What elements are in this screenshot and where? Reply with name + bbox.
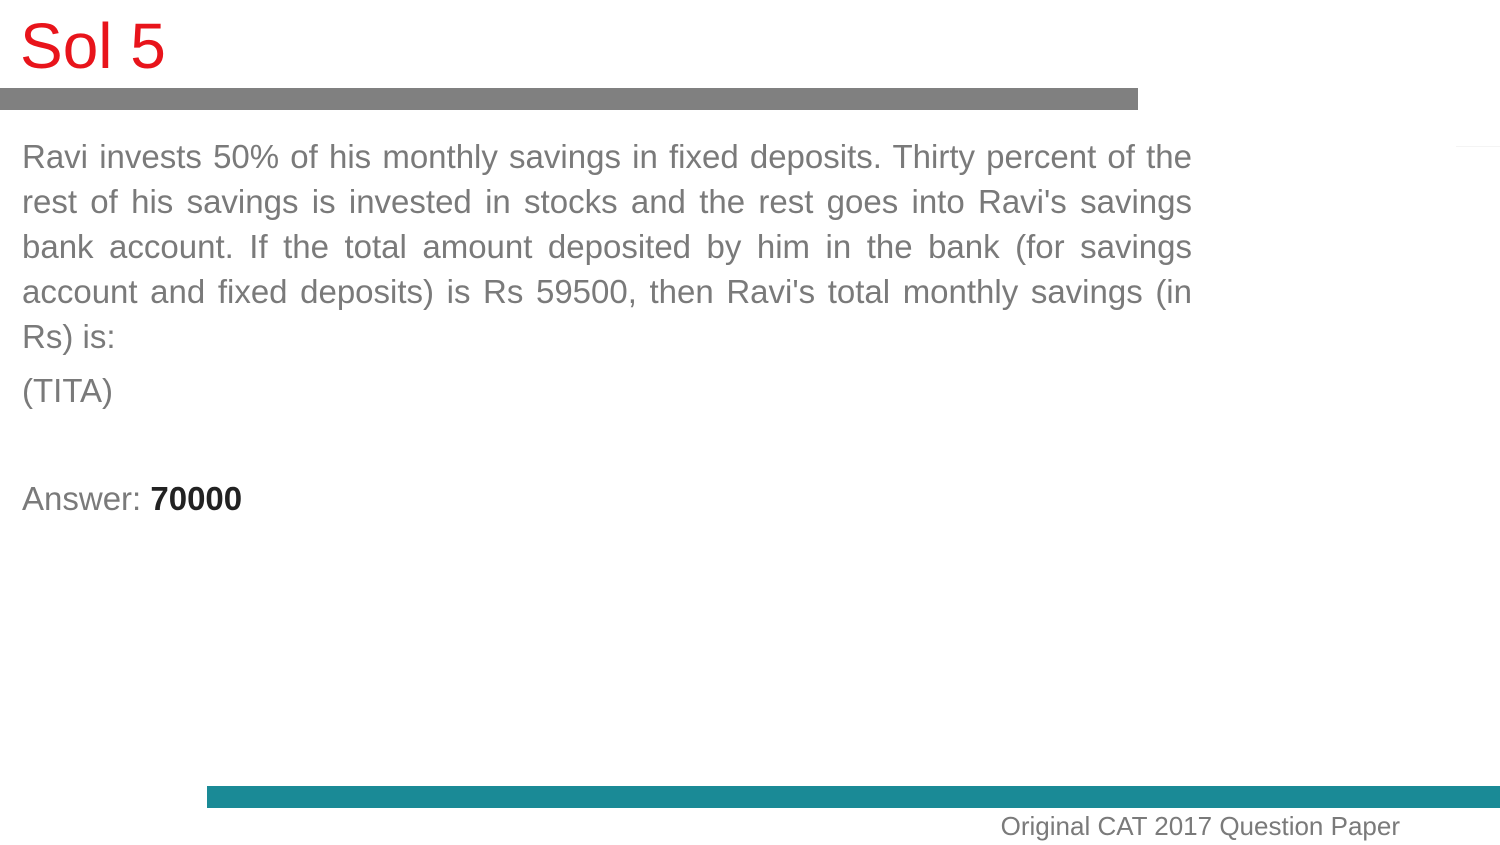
- edge-divider: [1456, 146, 1500, 147]
- slide-title: Sol 5: [20, 10, 166, 82]
- answer-label: Answer:: [22, 480, 151, 517]
- footer-source-text: Original CAT 2017 Question Paper: [1000, 811, 1400, 841]
- question-type-label: (TITA): [22, 372, 114, 409]
- title-divider-bar: [0, 88, 1138, 110]
- question-text: Ravi invests 50% of his monthly savings …: [22, 138, 1192, 355]
- footer-accent-bar: [207, 786, 1500, 808]
- answer-value: 70000: [150, 480, 243, 517]
- answer-line: Answer: 70000: [22, 476, 242, 521]
